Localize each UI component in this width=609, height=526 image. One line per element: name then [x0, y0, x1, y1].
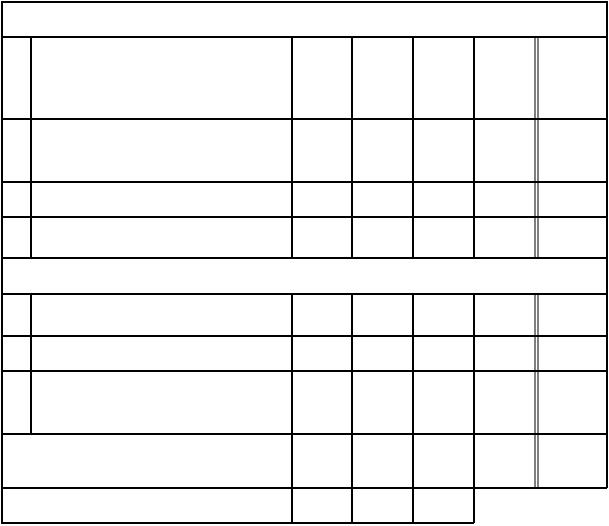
page: (() => { const data = JSON.parse(documen… — [0, 0, 609, 526]
table-grid — [1, 1, 608, 524]
